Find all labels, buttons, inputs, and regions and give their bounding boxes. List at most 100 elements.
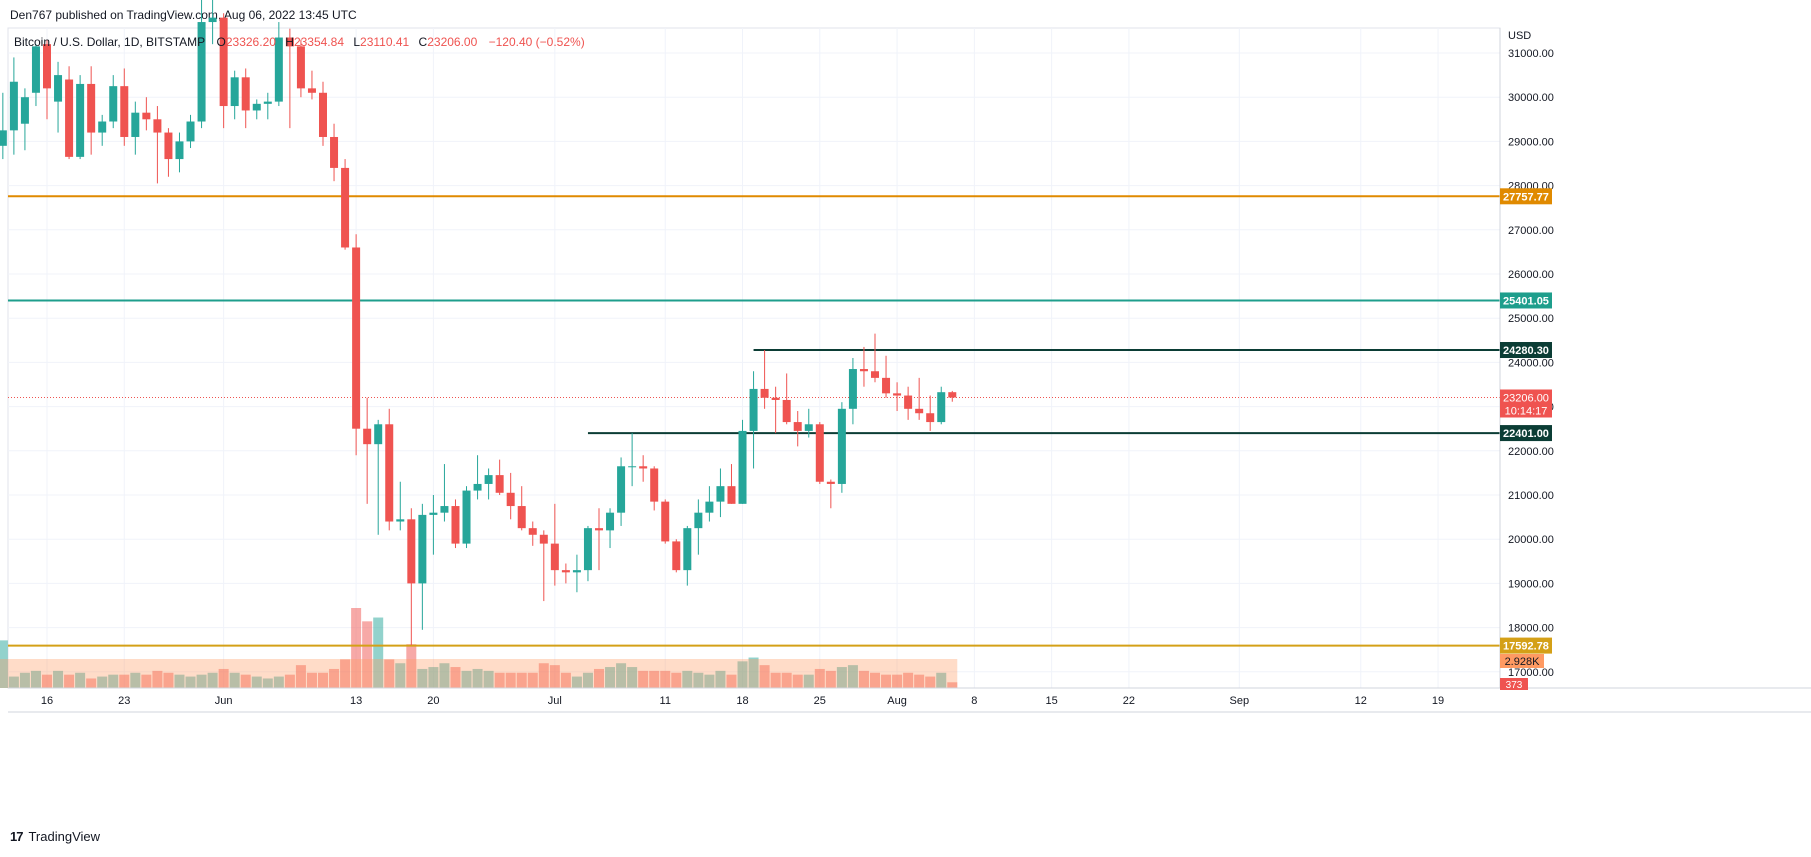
level-badge (1500, 637, 1552, 654)
level-badge (1500, 342, 1552, 359)
candle-body (650, 468, 659, 502)
horizontal-levels (8, 195, 1500, 647)
open-value: 23326.20 (225, 35, 276, 49)
volume-bar (715, 670, 726, 688)
volume-bar (748, 657, 759, 688)
candle-body (705, 501, 714, 513)
candle-body (43, 44, 51, 89)
candle-body (252, 103, 261, 111)
candle-body (617, 466, 626, 513)
volume-bar (825, 670, 836, 688)
candle-body (440, 506, 449, 513)
candle-body (9, 81, 18, 131)
candle-body (926, 413, 935, 423)
volume-bar (207, 672, 218, 688)
volume-bar (42, 674, 52, 688)
candle-body (341, 167, 350, 248)
candle-body (495, 475, 504, 493)
volume-bar (803, 674, 814, 688)
candle-body (915, 408, 924, 414)
candle-body (606, 512, 615, 531)
volume-bar (858, 670, 869, 688)
volume-bar (792, 674, 803, 688)
x-tick-label: 25 (814, 695, 826, 707)
volume-bar (318, 672, 328, 688)
last-price-label: 23206.00 (1503, 392, 1549, 404)
y-tick-label: 26000.00 (1508, 269, 1554, 281)
volume-bar (936, 672, 947, 688)
volume-bar (582, 672, 593, 688)
chart-grid (7, 27, 1501, 689)
low-value: 23110.41 (360, 35, 410, 49)
y-tick-label: 22000.00 (1508, 446, 1554, 458)
level-badge (1500, 292, 1552, 309)
candle-body (20, 97, 29, 124)
volume-bar (737, 661, 748, 688)
volume-bar (947, 682, 958, 688)
volume-bar (704, 674, 715, 688)
close-value: 23206.00 (427, 35, 478, 49)
candle-body (462, 490, 471, 544)
candle-body (352, 247, 361, 429)
candle-body (153, 119, 162, 133)
volume-bars (0, 608, 958, 688)
volume-bar (494, 672, 505, 688)
x-tick-label: 11 (660, 695, 671, 707)
candle-body (175, 141, 184, 160)
volume-bar (914, 674, 925, 688)
volume-bar (185, 676, 196, 688)
candle-body (517, 506, 526, 529)
candle-body (583, 528, 592, 571)
volume-bar (649, 670, 660, 688)
candle-body (760, 388, 769, 398)
volume-bar (461, 670, 472, 688)
candle-body (639, 466, 648, 469)
candle-body (937, 392, 946, 423)
volume-bar (218, 668, 229, 688)
level-badge-label: 27757.77 (1503, 191, 1549, 203)
y-tick-label: 25000.00 (1508, 313, 1554, 325)
volume-bar (483, 670, 494, 688)
y-tick-label: 20000.00 (1508, 534, 1554, 546)
volume-ma-label: 2.928K (1505, 656, 1541, 668)
candle-body (738, 430, 747, 504)
volume-bar (64, 674, 75, 688)
volume-bar (881, 674, 892, 688)
volume-bar (847, 665, 858, 688)
volume-bar (351, 608, 362, 688)
candle-body (285, 37, 294, 47)
candle-body (131, 112, 140, 137)
volume-bar (671, 672, 682, 688)
volume-bar (472, 668, 483, 688)
volume-bar (616, 663, 627, 688)
volume-bar (439, 663, 450, 688)
volume-bar (306, 672, 317, 688)
volume-bar (262, 678, 273, 688)
level-badge-label: 17592.78 (1503, 641, 1549, 653)
y-tick-label: 31000.00 (1508, 48, 1554, 60)
volume-bar (903, 672, 914, 688)
volume-bar (174, 674, 185, 688)
candle-body (186, 121, 195, 142)
volume-bar (19, 672, 30, 688)
x-tick-label: 19 (1432, 695, 1444, 707)
close-key: C (418, 35, 428, 49)
y-tick-label: 18000.00 (1508, 623, 1554, 635)
volume-bar (75, 672, 86, 688)
x-tick-label: 8 (971, 695, 977, 707)
candle-body (142, 112, 151, 120)
candle-body (539, 534, 548, 544)
candle-body (451, 506, 460, 544)
x-tick-label: 23 (118, 695, 130, 707)
candle-body (550, 543, 559, 571)
candle-body (628, 466, 637, 468)
level-badge-label: 25401.05 (1503, 295, 1549, 307)
volume-bar (141, 674, 152, 688)
volume-bar (229, 672, 240, 688)
volume-bar (340, 659, 351, 688)
footer[interactable]: 17 TradingView (10, 829, 100, 844)
open-key: O (216, 35, 226, 49)
volume-bar (571, 676, 582, 688)
candle-body (65, 79, 74, 157)
